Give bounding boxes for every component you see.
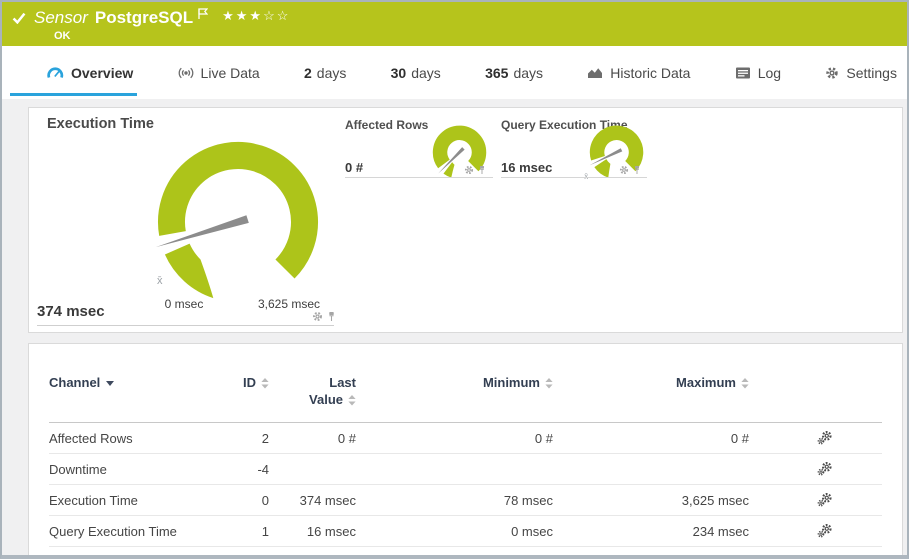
sensor-status-bar: Sensor PostgreSQL ★★★☆☆ OK (2, 2, 907, 46)
table-header-row: Channel ID Last Value Minimum Maximum (49, 370, 882, 423)
channel-settings-icon[interactable] (817, 461, 833, 477)
tab-2-days[interactable]: 2 days (304, 46, 346, 99)
tab-unit: days (411, 64, 441, 81)
historic-data-icon (587, 65, 603, 80)
cell-id: -4 (199, 453, 269, 485)
average-marker: x̄ (584, 172, 588, 181)
channel-settings-icon[interactable] (817, 430, 833, 446)
priority-stars[interactable]: ★★★☆☆ (222, 8, 290, 24)
cell-last-value: 374 msec (269, 484, 356, 516)
gauge-icon (46, 65, 64, 80)
cell-id: 1 (199, 515, 269, 547)
cell-minimum: 78 msec (356, 484, 553, 516)
gauge-title-affected-rows: Affected Rows (345, 118, 429, 132)
cell-maximum (553, 453, 749, 485)
ok-check-icon (12, 12, 26, 24)
gauge-value-query-execution-time: 16 msec (501, 160, 553, 175)
sensor-name: PostgreSQL (94, 8, 194, 27)
gauge-title-execution-time: Execution Time (47, 116, 154, 132)
cell-channel[interactable]: Downtime (49, 453, 199, 485)
tab-number: 2 (303, 64, 312, 81)
sort-icon (545, 378, 553, 389)
log-icon (735, 66, 751, 80)
tab-label: Historic Data (610, 64, 691, 81)
affected-rows-gauge (432, 125, 487, 178)
tab-label: Settings (846, 64, 897, 81)
tab-label: Overview (71, 64, 134, 81)
cell-channel[interactable]: Execution Time (49, 484, 199, 516)
table-row: Affected Rows 2 0 # 0 # 0 # (49, 422, 882, 454)
cell-minimum (356, 453, 553, 485)
sort-active-icon (106, 381, 114, 386)
live-data-icon (178, 65, 194, 81)
gauge-scale-min: 0 msec (164, 297, 204, 311)
tab-historic-data[interactable]: Historic Data (587, 46, 690, 99)
gear-icon[interactable] (619, 165, 629, 175)
cell-channel[interactable]: Query Execution Time (49, 515, 199, 547)
table-row: Downtime -4 (49, 453, 882, 485)
tab-number: 30 (390, 64, 407, 81)
pin-icon[interactable] (327, 311, 336, 322)
cell-last-value (269, 453, 356, 485)
tab-unit: days (513, 64, 544, 81)
sensor-kind-label: Sensor (34, 8, 88, 27)
sort-icon (261, 378, 269, 389)
column-header-minimum[interactable]: Minimum (356, 370, 553, 423)
gauge-scale-max: 3,625 msec (257, 297, 321, 311)
sort-icon (741, 378, 749, 389)
tab-label: Log (757, 64, 782, 81)
gauge-value-affected-rows: 0 # (345, 160, 364, 175)
column-header-actions (749, 370, 882, 423)
gauge-title-query-execution-time: Query Execution Time (501, 118, 628, 132)
gear-icon[interactable] (312, 311, 323, 322)
channels-panel: Channel ID Last Value Minimum Maximum (28, 343, 903, 555)
status-badge: OK (54, 30, 71, 42)
flag-icon (198, 8, 209, 19)
tab-settings[interactable]: Settings (825, 46, 897, 99)
cell-minimum: 0 msec (356, 515, 553, 547)
gear-icon[interactable] (464, 165, 474, 175)
tab-30-days[interactable]: 30 days (391, 46, 441, 99)
channels-table: Channel ID Last Value Minimum Maximum (49, 370, 882, 547)
column-header-channel[interactable]: Channel (49, 370, 199, 423)
execution-time-gauge: x̄ (155, 142, 318, 299)
sort-icon (348, 395, 356, 406)
tab-unit: days (316, 64, 347, 81)
stars-empty[interactable]: ☆☆ (263, 8, 291, 23)
tab-live-data[interactable]: Live Data (178, 46, 260, 99)
table-row: Query Execution Time 1 16 msec 0 msec 23… (49, 515, 882, 547)
cell-maximum: 234 msec (553, 515, 749, 547)
cell-minimum: 0 # (356, 422, 553, 454)
pin-icon[interactable] (478, 165, 486, 175)
settings-icon (825, 66, 839, 80)
cell-last-value: 16 msec (269, 515, 356, 547)
column-header-last-value[interactable]: Last Value (269, 370, 356, 423)
tab-bar: Overview Live Data 2 days 30 days 365 (2, 46, 907, 99)
gauges-panel: Execution Time x̄ 0 msec 3,625 msec 374 … (28, 107, 903, 333)
cell-maximum: 0 # (553, 422, 749, 454)
tab-log[interactable]: Log (735, 46, 781, 99)
table-row: Execution Time 0 374 msec 78 msec 3,625 … (49, 484, 882, 516)
cell-last-value: 0 # (269, 422, 356, 454)
column-header-id[interactable]: ID (199, 370, 269, 423)
cell-id: 0 (199, 484, 269, 516)
column-header-maximum[interactable]: Maximum (553, 370, 749, 423)
tab-number: 365 (485, 64, 509, 81)
channel-settings-icon[interactable] (817, 492, 833, 508)
pin-icon[interactable] (633, 165, 641, 175)
cell-id: 2 (199, 422, 269, 454)
cell-channel[interactable]: Affected Rows (49, 422, 199, 454)
channel-settings-icon[interactable] (817, 523, 833, 539)
average-marker: x̄ (157, 275, 163, 287)
gauge-value-execution-time: 374 msec (37, 303, 105, 320)
tab-label: Live Data (200, 64, 260, 81)
tab-overview[interactable]: Overview (9, 46, 138, 99)
cell-maximum: 3,625 msec (553, 484, 749, 516)
query-execution-time-gauge: x̄ (584, 125, 644, 181)
tab-365-days[interactable]: 365 days (485, 46, 543, 99)
stars-filled[interactable]: ★★★ (222, 8, 264, 23)
